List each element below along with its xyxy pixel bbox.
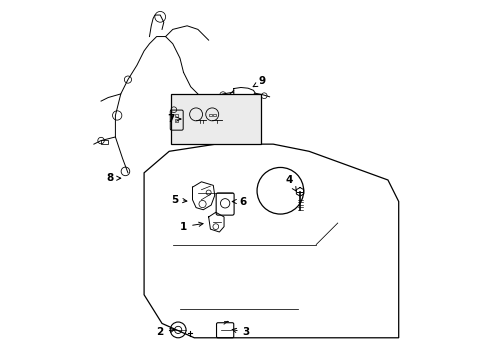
Bar [212,114,215,116]
Bar [174,120,178,122]
Text: 6: 6 [232,197,246,207]
Text: 2: 2 [156,327,174,337]
Text: 1: 1 [180,222,203,231]
Text: 7: 7 [167,114,181,124]
Bar [101,140,107,144]
Text: 3: 3 [232,327,249,337]
Text: 4: 4 [285,175,296,191]
Text: 8: 8 [106,173,121,183]
Bar [208,114,211,116]
Bar [171,94,260,144]
Text: 9: 9 [253,76,265,87]
Bar [174,114,178,117]
Text: 5: 5 [171,195,186,205]
